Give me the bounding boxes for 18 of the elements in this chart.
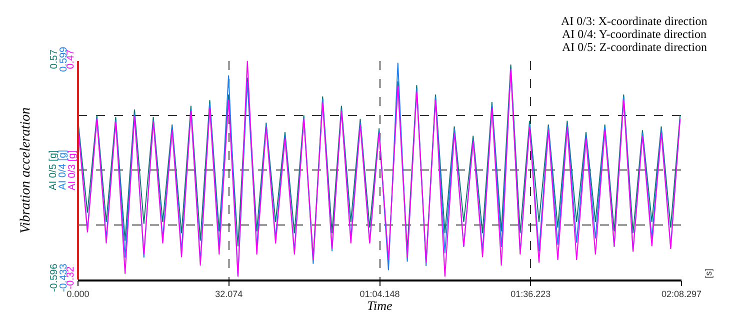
text: AI 0/5 [g] <box>48 150 60 190</box>
y-tick-label: 0.57 <box>48 49 60 70</box>
text: AI 0/4: Y-coordinate direction <box>562 27 707 41</box>
y3-tick-label: -0.32 <box>65 266 76 290</box>
x-tick-label: 01:36.223 <box>510 288 551 299</box>
text: AI 0/3 [g] <box>67 150 78 190</box>
y3-tick-label: 0.47 <box>65 49 76 70</box>
x-tick-label: 0.000 <box>66 288 90 299</box>
text: AI 0/3: X-coordinate direction <box>561 14 708 28</box>
y-axis-title: Vibration acceleration <box>18 107 34 234</box>
x-tick-label: 32.074 <box>215 288 243 299</box>
x-tick-label: 02:08.297 <box>661 288 702 299</box>
text: [s] <box>703 268 714 278</box>
y-tick-label: -0.596 <box>48 263 60 292</box>
x-tick-label: 01:04.148 <box>360 288 400 299</box>
x-axis-title: Time <box>367 298 393 313</box>
text: AI 0/4 [g] <box>58 150 69 190</box>
text: AI 0/5: Z-coordinate direction <box>562 40 707 54</box>
